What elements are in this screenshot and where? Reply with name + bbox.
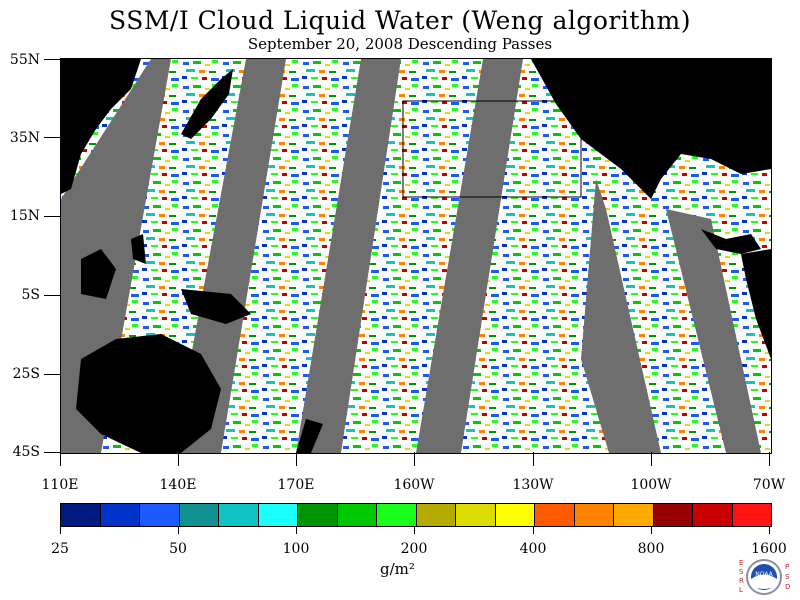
chart-subtitle: September 20, 2008 Descending Passes (247, 35, 553, 53)
logo-right-letter: D (785, 583, 790, 591)
land-north-america (531, 59, 771, 199)
lon-tick (769, 452, 770, 466)
lon-label-170e: 170E (277, 477, 315, 493)
lon-label-100w: 100W (630, 477, 672, 493)
lat-tick (44, 59, 60, 60)
land-south-america (741, 249, 771, 359)
colorbar-tick (651, 526, 652, 534)
colorbar-segment (337, 504, 377, 526)
colorbar-segment (258, 504, 298, 526)
swath-gap (296, 59, 401, 453)
chart-title: SSM/I Cloud Liquid Water (Weng algorithm… (109, 6, 691, 35)
colorbar-segment (416, 504, 456, 526)
colorbar-segment (298, 504, 338, 526)
region-box (402, 100, 582, 198)
land-australia (76, 334, 221, 453)
lon-tick (60, 452, 61, 466)
logo-left-letter: E (739, 559, 743, 567)
lat-tick (44, 452, 60, 453)
logo-right-letter: S (785, 573, 790, 581)
colorbar-segment (100, 504, 140, 526)
logo-right-letter: P (785, 563, 789, 571)
colorbar-label: 800 (637, 541, 665, 557)
noaa-logo: NOAA E S R L P S D (739, 559, 790, 595)
land-new-guinea (181, 289, 251, 324)
colorbar-segment (693, 504, 733, 526)
colorbar-segment (179, 504, 219, 526)
land-indonesia (81, 249, 116, 299)
colorbar-tick (769, 526, 770, 534)
colorbar-segment (61, 504, 101, 526)
map-panel (60, 58, 772, 454)
lon-tick (533, 452, 534, 466)
lon-tick (651, 452, 652, 466)
logo-left-letter: S (739, 568, 744, 576)
land-masses (61, 59, 771, 453)
colorbar-label: 200 (400, 541, 428, 557)
lon-label-160w: 160W (393, 477, 435, 493)
colorbar-label: 400 (519, 541, 547, 557)
lon-label-70w: 70W (752, 477, 786, 493)
logo-left-letter: R (739, 577, 744, 585)
logo-center-text: NOAA (755, 571, 773, 578)
colorbar-label: 25 (51, 541, 69, 557)
colorbar-tick (60, 526, 61, 534)
land-japan (181, 69, 233, 139)
swath-gap (581, 179, 661, 453)
swath-gap (416, 59, 523, 453)
colorbar-label: 1600 (751, 541, 787, 557)
lat-tick (44, 137, 60, 138)
swath-gap (61, 59, 171, 453)
colorbar-units: g/m² (380, 560, 415, 578)
colorbar-segment (456, 504, 496, 526)
colorbar-segment (535, 504, 575, 526)
lat-tick (44, 295, 60, 296)
colorbar-segment (732, 504, 771, 526)
swath-gap (666, 209, 761, 453)
colorbar (60, 503, 772, 527)
lat-label-5s: 5S (21, 287, 41, 303)
colorbar-segment (574, 504, 614, 526)
colorbar-segment (614, 504, 654, 526)
land-asia (61, 59, 141, 194)
lat-tick (44, 374, 60, 375)
colorbar-segment (219, 504, 259, 526)
lat-label-55n: 55N (9, 52, 40, 68)
lat-label-35n: 35N (9, 130, 40, 146)
colorbar-label: 50 (169, 541, 187, 557)
land-central-america (701, 229, 761, 254)
colorbar-segment (140, 504, 180, 526)
land-new-zealand (296, 419, 323, 453)
lon-tick (178, 452, 179, 466)
colorbar-segment (495, 504, 535, 526)
lon-tick (414, 452, 415, 466)
colorbar-tick (533, 526, 534, 534)
lon-label-130w: 130W (512, 477, 554, 493)
colorbar-segment (653, 504, 693, 526)
lat-label-25s: 25S (12, 366, 40, 382)
lon-label-140e: 140E (159, 477, 197, 493)
logo-left-letter: L (739, 586, 743, 594)
lon-label-110e: 110E (41, 477, 79, 493)
colorbar-label: 100 (282, 541, 310, 557)
colorbar-segment (377, 504, 417, 526)
lon-tick (296, 452, 297, 466)
lat-tick (44, 216, 60, 217)
lat-label-15n: 15N (9, 208, 40, 224)
map-image (61, 59, 771, 453)
lat-label-45s: 45S (12, 444, 40, 460)
colorbar-tick (414, 526, 415, 534)
land-philippines (131, 234, 146, 264)
colorbar-tick (178, 526, 179, 534)
colorbar-tick (296, 526, 297, 534)
